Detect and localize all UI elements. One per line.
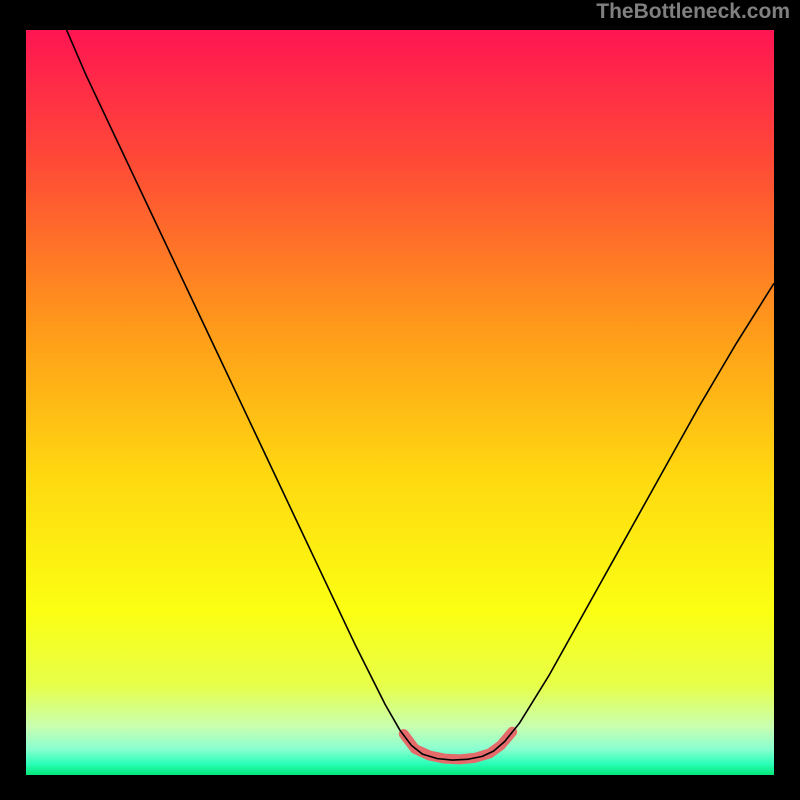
watermark-text: TheBottleneck.com [596,0,790,24]
chart-svg [26,30,774,775]
gradient-background [26,30,774,775]
plot-area [26,30,774,775]
chart-container: TheBottleneck.com [0,0,800,800]
